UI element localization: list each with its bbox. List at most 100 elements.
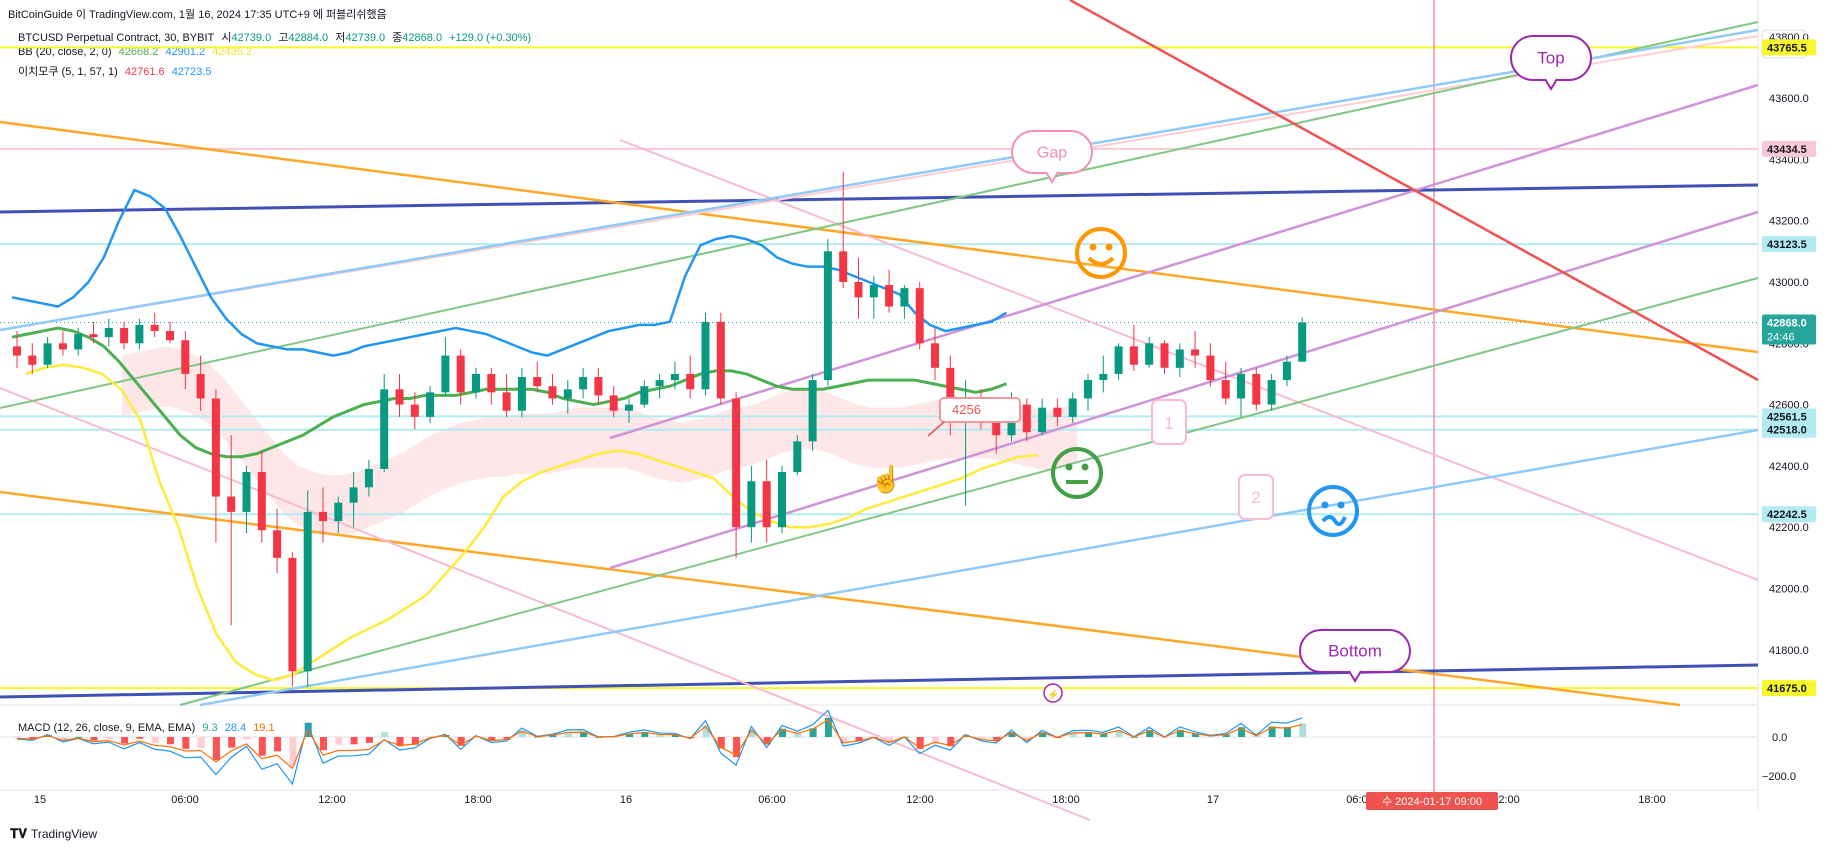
candle-body-13 [211,398,220,497]
price-badge-label-7: 41675.0 [1767,683,1807,695]
candle-body-46 [716,321,725,399]
macd-tick-1: −200.0 [1762,771,1796,783]
purple-upper-line [609,83,1759,440]
pink-lower-line-1 [0,387,1091,821]
bottom-callout-label: Bottom [1328,642,1382,661]
candle-body-61 [946,367,955,417]
macd-hist-bar-84 [1299,723,1307,737]
macd-hist-bar-11 [182,737,190,749]
macd-hist-bar-65 [1008,732,1016,737]
candle-body-19 [303,511,312,672]
candle-body-20 [319,511,327,522]
macd-hist-bar-49 [763,737,771,745]
price-badge-label-5: 42518.0 [1767,425,1807,437]
candle-body-43 [670,373,679,381]
candle-body-5 [89,334,98,338]
low-value: 42739.0 [345,32,386,44]
bb-lower-value: 42435.2 [212,46,253,58]
bb-label: BB (20, close, 2, 0) [18,46,112,58]
macd-hist-bar-70 [1085,732,1092,737]
top-callout-tail [1544,78,1558,91]
candle-body-76 [1175,349,1184,368]
high-value: 42884.0 [288,32,329,44]
x-tick-label-6: 12:00 [906,794,934,806]
macd-hist-bar-29 [457,737,465,746]
candle-body-80 [1237,373,1245,399]
hover-date-label: 수 2024-01-17 09:00 [1382,795,1482,808]
macd-value-2: 28.4 [224,722,247,734]
candle-body-12 [196,373,205,399]
pointing-hand-icon: ☝ [870,463,902,495]
candle-body-39 [609,395,618,411]
price-badge-6 [1762,506,1816,523]
price-badge-4 [1762,408,1816,425]
neutral-emoji-icon-eye-right [1081,463,1089,471]
low-label: 저 [335,32,346,44]
macd-hist-bar-13 [212,737,220,761]
lightning-icon: ⚡ [1047,688,1059,701]
open-label: 시 [221,32,232,44]
candle-body-3 [58,343,67,350]
y-tick-label-7: 43200.0 [1769,216,1809,228]
price-note-arrow [927,421,945,437]
price-badge-7 [1762,680,1816,697]
macd-hist-bar-24 [381,732,389,737]
macd-hist-bar-18 [289,737,297,766]
x-tick-label-10: 12:00 [1492,794,1520,806]
tradingview-brand: TradingView [31,827,98,841]
candle-body-21 [334,502,343,522]
macd-line [16,709,1303,786]
marker-1-box [1151,399,1187,445]
macd-hist-bar-31 [488,737,496,741]
macd-hist-bar-57 [886,737,894,743]
price-badge-label-1: 43434.5 [1767,144,1807,156]
candle-body-47 [732,398,741,528]
candle-body-1 [28,355,37,365]
candle-body-59 [915,288,924,344]
hover-date-badge [1366,792,1498,810]
candle-body-34 [533,377,542,387]
candle-body-60 [931,343,939,368]
candle-body-8 [135,324,144,344]
macd-hist-bar-35 [549,735,557,737]
x-tick-label-0: 15 [34,794,46,806]
candle-body-68 [1053,407,1062,417]
candle-body-56 [869,285,878,298]
candle-body-57 [885,285,894,307]
macd-hist-bar-81 [1253,735,1261,737]
macd-hist-bar-61 [947,737,955,747]
macd-hist-bar-1 [29,737,37,740]
candle-body-71 [1099,373,1108,381]
candle-body-10 [166,331,174,341]
marker-1-label: 1 [1164,414,1173,433]
symbol-legend: BTCUSD Perpetual Contract, 30, BYBIT 시42… [18,29,535,45]
annotation-layer: Top Gap Bottom 1 2 4256 ☝ ⚡ [870,35,1592,703]
macd-hist-bar-45 [702,725,710,737]
candle-body-36 [563,389,572,399]
macd-hist-bar-46 [717,737,725,749]
publisher-line: BitCoinGuide 이 TradingView.com, 1월 16, 2… [8,9,387,21]
y-tick-label-3: 42400.0 [1769,461,1809,473]
worried-emoji-icon-outline [1307,485,1359,537]
blue-upper-line [0,28,1759,332]
macd-hist-bar-33 [518,730,526,737]
price-note-label: 4256 [952,402,981,417]
macd-hist-bar-52 [809,728,817,737]
candle-body-33 [517,377,526,411]
macd-hist-bar-5 [90,737,98,741]
candle-body-51 [793,441,802,473]
candle-body-54 [839,251,848,282]
candle-body-24 [380,389,389,469]
green-lower-line [179,277,1759,706]
macd-hist-bar-26 [411,737,419,745]
channel-upper-navy-line [0,183,1759,214]
x-tick-label-1: 06:00 [171,794,199,806]
x-tick-label-4: 16 [620,794,632,806]
candle-body-81 [1252,373,1261,405]
macd-hist-bar-4 [75,736,83,738]
candle-body-74 [1145,343,1154,365]
macd-hist-bar-72 [1115,729,1123,737]
high-label: 고 [278,32,289,44]
macd-hist-bar-74 [1146,730,1154,737]
